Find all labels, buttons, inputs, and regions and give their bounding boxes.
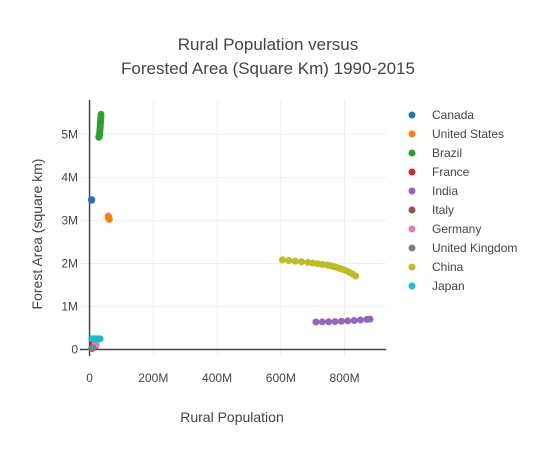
legend-label: United Kingdom: [432, 241, 517, 255]
x-axis-ticks: 0 200M 400M 600M 800M: [86, 371, 359, 385]
data-point: [298, 258, 306, 266]
legend-label: China: [432, 260, 464, 274]
x-tick-label: 400M: [202, 371, 232, 385]
data-point: [312, 318, 320, 326]
legend-label: Germany: [432, 222, 481, 236]
data-points: [88, 110, 374, 352]
data-point: [366, 315, 374, 323]
legend-item[interactable]: United Kingdom: [408, 241, 518, 255]
legend-marker: [408, 130, 416, 138]
x-tick-label: 200M: [138, 371, 168, 385]
legend-item[interactable]: China: [408, 260, 464, 274]
legend-marker: [408, 206, 416, 214]
chart-title-line-2: Forested Area (Square Km) 1990-2015: [121, 59, 415, 78]
data-point: [95, 133, 103, 141]
y-axis-ticks: 0 1M 2M 3M 4M 5M: [61, 127, 78, 356]
legend-label: United States: [432, 127, 504, 141]
legend-item[interactable]: Brazil: [408, 146, 463, 160]
x-axis-title: Rural Population: [180, 409, 284, 425]
legend-item[interactable]: Japan: [408, 279, 465, 293]
legend-label: France: [432, 165, 470, 179]
chart-title: Rural Population versus Forested Area (S…: [121, 35, 415, 78]
legend-item[interactable]: Italy: [408, 203, 455, 217]
legend-marker: [408, 282, 416, 290]
legend-label: Japan: [432, 279, 465, 293]
y-tick-label: 1M: [61, 300, 78, 314]
legend-marker: [408, 111, 416, 119]
data-point: [318, 318, 326, 326]
y-tick-label: 0: [71, 343, 78, 357]
data-point: [285, 256, 293, 264]
axes: [80, 100, 386, 356]
grid: [80, 100, 386, 356]
legend-label: Brazil: [432, 146, 462, 160]
plot-area: 0 200M 400M 600M 800M 0 1M 2M 3M 4M 5M: [61, 100, 386, 385]
legend-marker: [408, 168, 416, 176]
legend-label: India: [432, 184, 458, 198]
data-point: [352, 272, 360, 280]
series-united-kingdom: [88, 344, 97, 352]
data-point: [350, 317, 358, 325]
data-point: [325, 318, 333, 326]
series-china: [278, 256, 360, 280]
data-point: [337, 317, 345, 325]
data-point: [104, 212, 112, 220]
chart-title-line-1: Rural Population versus: [178, 35, 358, 54]
legend-item[interactable]: Canada: [408, 108, 475, 122]
y-axis-title: Forest Area (square km): [29, 159, 45, 310]
data-point: [357, 316, 364, 324]
series-canada: [88, 196, 96, 204]
legend[interactable]: Canada United States Brazil France India Ital…: [408, 108, 518, 293]
data-point: [331, 318, 339, 326]
y-tick-label: 3M: [61, 213, 78, 227]
series-india: [312, 315, 374, 326]
legend-marker: [408, 244, 416, 252]
data-point: [89, 344, 97, 352]
legend-item[interactable]: Germany: [408, 222, 482, 236]
series-brazil: [95, 110, 105, 141]
x-tick-label: 800M: [330, 371, 360, 385]
data-point: [278, 256, 286, 264]
legend-marker: [408, 187, 416, 195]
series-japan: [88, 335, 104, 343]
legend-item[interactable]: France: [408, 165, 470, 179]
legend-item[interactable]: United States: [408, 127, 505, 141]
legend-marker: [408, 225, 416, 233]
data-point: [344, 317, 352, 325]
y-tick-label: 4M: [61, 170, 78, 184]
data-point: [291, 257, 299, 265]
legend-label: Canada: [432, 108, 474, 122]
legend-label: Italy: [432, 203, 454, 217]
legend-marker: [408, 149, 416, 157]
y-tick-label: 5M: [61, 127, 78, 141]
x-tick-label: 0: [86, 371, 93, 385]
legend-item[interactable]: India: [408, 184, 459, 198]
x-tick-label: 600M: [266, 371, 296, 385]
y-tick-label: 2M: [61, 256, 78, 270]
legend-marker: [408, 263, 416, 271]
data-point: [88, 196, 96, 204]
data-point: [96, 335, 104, 343]
series-united-states: [104, 212, 113, 223]
